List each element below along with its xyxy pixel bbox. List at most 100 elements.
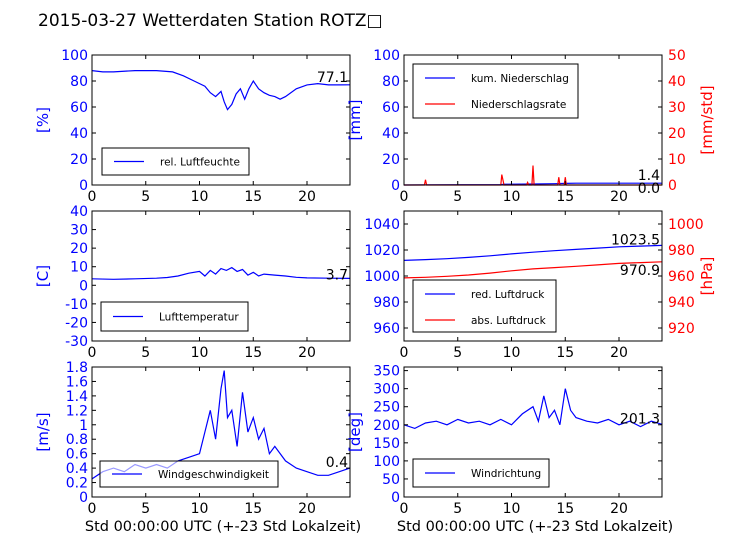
y-tick-label: 1000	[364, 269, 400, 285]
y-tick-label: 100	[373, 48, 400, 64]
x-axis-label: Std 00:00:00 UTC (+-23 Std Lokalzeit)	[85, 519, 361, 535]
x-tick-label: 0	[400, 189, 409, 205]
y-tick-label: 200	[373, 418, 400, 434]
x-tick-label: 20	[610, 345, 628, 361]
y-tick-label: 300	[373, 382, 400, 398]
x-tick-label: 10	[503, 189, 521, 205]
y-tick-label: 0.2	[66, 476, 88, 492]
x-tick-label: 20	[298, 189, 316, 205]
last-value-label: 0.4	[326, 455, 348, 471]
y-tick-label: 250	[373, 400, 400, 416]
legend-label: kum. Niederschlag	[471, 73, 569, 85]
y-tick-label: -10	[65, 297, 88, 313]
last-value-label: 1023.5	[611, 232, 660, 248]
x-tick-label: 10	[191, 189, 209, 205]
y-tick-label: -30	[65, 334, 88, 350]
y-tick-label: 40	[382, 126, 400, 142]
y-tick-label: 10	[70, 260, 88, 276]
legend-label: Windgeschwindigkeit	[158, 469, 269, 481]
y-right-tick-label: 980	[668, 243, 695, 259]
x-tick-label: 15	[244, 345, 262, 361]
chart-panel-1: 0 5 10 15 20 0 20 40 60 80 100 [%] rel. Luftfeuchte 7…	[34, 48, 351, 205]
y-tick-label: 0	[79, 490, 88, 506]
y-tick-label: 40	[70, 126, 88, 142]
y-tick-label: 1020	[364, 243, 400, 259]
legend-label: Windrichtung	[471, 468, 541, 480]
y-tick-label: 1	[79, 418, 88, 434]
y-right-tick-label: 940	[668, 295, 695, 311]
x-tick-label: 15	[556, 345, 574, 361]
y-axis-label: [mm]	[346, 100, 364, 141]
legend: Windrichtung	[412, 458, 550, 488]
series-line-1-1	[91, 69, 351, 111]
axes-frame	[91, 54, 351, 186]
y-tick-label: 20	[70, 241, 88, 257]
y-right-tick-label: 960	[668, 269, 695, 285]
x-tick-label: 0	[88, 501, 97, 517]
axes-frame	[91, 210, 351, 342]
series-line-6-1	[403, 388, 663, 430]
y-axis-label: [m/s]	[34, 412, 52, 451]
y-tick-label: 20	[70, 152, 88, 168]
y-tick-label: 20	[382, 152, 400, 168]
y-tick-label: 1.4	[66, 389, 88, 405]
x-tick-label: 15	[244, 189, 262, 205]
x-tick-label: 0	[88, 189, 97, 205]
y-axis-label: [C]	[34, 265, 52, 287]
legend-label: Lufttemperatur	[159, 312, 239, 324]
y-right-tick-label: 20	[668, 126, 686, 142]
axes-frame	[403, 54, 663, 186]
last-value-label: 77.1	[317, 70, 348, 86]
x-tick-label: 15	[244, 501, 262, 517]
y-tick-label: 100	[61, 48, 88, 64]
legend-label: Niederschlagsrate	[471, 99, 566, 111]
y-tick-label: 30	[70, 223, 88, 239]
x-tick-label: 15	[556, 501, 574, 517]
axes-frame	[91, 366, 351, 498]
x-tick-label: 5	[141, 345, 150, 361]
series-line-4-1	[403, 244, 663, 261]
x-tick-label: 10	[503, 345, 521, 361]
y-right-axis-label: [hPa]	[698, 257, 716, 296]
x-tick-label: 0	[400, 345, 409, 361]
chart-panel-5: 0 5 10 15 2000.20.40.60.811.21.41.61.8[m/s]W…	[34, 360, 361, 535]
y-tick-label: 60	[382, 100, 400, 116]
y-right-tick-label: 10	[668, 152, 686, 168]
y-tick-label: 0.6	[66, 447, 88, 463]
y-tick-label: 0.4	[66, 461, 88, 477]
legend: rel. Luftfeuchte	[101, 147, 250, 176]
legend-label: red. Luftdruck	[471, 289, 545, 301]
x-tick-label: 5	[141, 501, 150, 517]
y-tick-label: 0	[391, 178, 400, 194]
x-tick-label: 10	[191, 501, 209, 517]
legend-label: rel. Luftfeuchte	[160, 157, 240, 169]
y-tick-label: 100	[373, 454, 400, 470]
y-tick-label: 980	[373, 295, 400, 311]
y-tick-label: 0	[79, 178, 88, 194]
chart-panel-2: 0 5 10 15 20 0 20 40 60 80 100 0 10 20 30 40 50 [mm] [mm/s…	[346, 48, 716, 205]
y-right-tick-label: 920	[668, 321, 695, 337]
x-tick-label: 15	[556, 189, 574, 205]
y-tick-label: 350	[373, 364, 400, 380]
y-right-tick-label: 1000	[668, 217, 704, 233]
x-tick-label: 20	[298, 345, 316, 361]
legend: Lufttemperatur	[100, 301, 249, 332]
last-value-label: 0.0	[638, 181, 660, 197]
chart-panel-4: 0 5 10 15 20 960 980 1000 1020 1040 920 940 960 980 10…	[364, 210, 716, 361]
y-tick-label: 960	[373, 321, 400, 337]
legend: kum. Niederschlag Niederschlagsrate	[412, 63, 579, 119]
y-axis-label: [%]	[34, 107, 52, 133]
x-tick-label: 10	[191, 345, 209, 361]
y-tick-label: 80	[382, 74, 400, 90]
x-tick-label: 5	[141, 189, 150, 205]
y-right-tick-label: 40	[668, 74, 686, 90]
legend-label: abs. Luftdruck	[471, 315, 547, 327]
x-tick-label: 20	[298, 501, 316, 517]
y-tick-label: -20	[65, 315, 88, 331]
legend-box	[412, 63, 579, 119]
x-tick-label: 5	[453, 501, 462, 517]
legend: red. Luftdruck abs. Luftdruck	[412, 279, 557, 333]
chart-panel-3: 0 5 10 15 20 -30 -20 -10 0 10 20 30 40 [C] Lufttempera…	[34, 204, 351, 361]
